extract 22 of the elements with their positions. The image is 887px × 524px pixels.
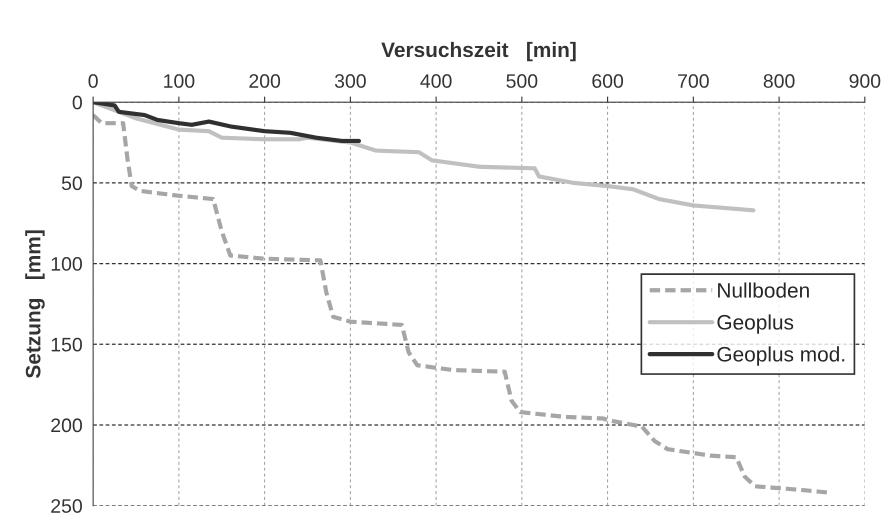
x-tick-label: 600 [592, 74, 624, 88]
y-tick-label: 0 [72, 96, 82, 110]
x-tick-label: 900 [850, 74, 880, 88]
legend-label: Geoplus mod. [717, 346, 844, 366]
y-tick-label: 100 [52, 257, 82, 271]
x-tick-label: 400 [420, 74, 452, 88]
y-tick-label: 50 [62, 176, 82, 190]
x-tick-label: 200 [249, 74, 280, 88]
x-tick-label: 500 [506, 74, 538, 88]
x-tick-label: 0 [88, 74, 98, 88]
x-tick-label: 800 [764, 74, 795, 88]
x-tick-label: 300 [334, 74, 366, 88]
x-axis-title: Versuchszeit [min] [381, 42, 576, 62]
y-tick-label: 150 [52, 338, 82, 352]
y-tick-label: 200 [51, 418, 82, 432]
line-series [93, 102, 756, 212]
x-tick-label: 100 [164, 74, 194, 88]
y-tick-label: 250 [51, 499, 82, 513]
legend-label: Nullboden [718, 282, 809, 298]
y-axis-title: Setzung [mm] [25, 230, 45, 378]
x-tick-label: 700 [678, 74, 709, 88]
legend-label: Geoplus [717, 314, 794, 334]
